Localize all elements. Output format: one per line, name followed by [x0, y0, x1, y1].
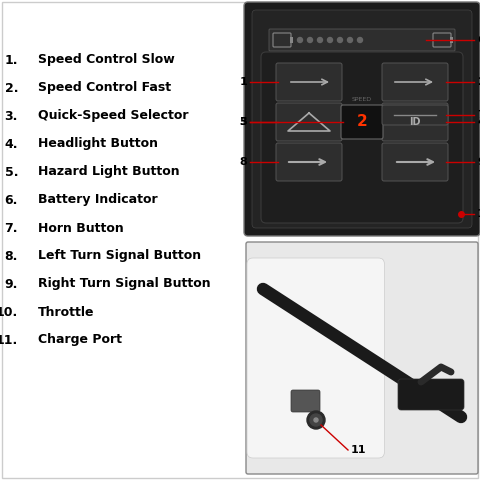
Text: 7.: 7.: [4, 221, 18, 235]
Text: Charge Port: Charge Port: [38, 334, 122, 347]
Text: 10: 10: [477, 209, 480, 219]
Text: Hazard Light Button: Hazard Light Button: [38, 166, 180, 179]
FancyBboxPatch shape: [276, 103, 342, 141]
Text: 8: 8: [239, 157, 247, 167]
Text: 2.: 2.: [4, 82, 18, 95]
FancyBboxPatch shape: [247, 258, 384, 458]
Text: 1.: 1.: [4, 53, 18, 67]
Text: 7: 7: [477, 110, 480, 120]
FancyBboxPatch shape: [382, 105, 448, 125]
Bar: [290, 37, 293, 43]
FancyBboxPatch shape: [398, 379, 464, 410]
FancyBboxPatch shape: [341, 105, 383, 139]
Text: 3: 3: [240, 117, 247, 127]
Text: 4.: 4.: [4, 137, 18, 151]
Circle shape: [337, 37, 343, 43]
Circle shape: [298, 37, 302, 43]
Circle shape: [327, 37, 333, 43]
Text: 3.: 3.: [5, 109, 18, 122]
Text: Headlight Button: Headlight Button: [38, 137, 158, 151]
Text: 11: 11: [351, 445, 367, 455]
Text: 5: 5: [240, 117, 247, 127]
Circle shape: [314, 418, 318, 422]
Circle shape: [317, 37, 323, 43]
FancyBboxPatch shape: [291, 390, 320, 412]
Text: Quick-Speed Selector: Quick-Speed Selector: [38, 109, 189, 122]
Text: 8.: 8.: [5, 250, 18, 263]
Text: ID: ID: [409, 117, 421, 127]
FancyBboxPatch shape: [252, 10, 472, 228]
FancyBboxPatch shape: [246, 242, 478, 474]
Circle shape: [310, 414, 322, 426]
Text: 11.: 11.: [0, 334, 18, 347]
FancyBboxPatch shape: [269, 29, 455, 51]
Text: SPEED: SPEED: [352, 97, 372, 102]
Text: 4: 4: [477, 117, 480, 127]
Text: 1: 1: [239, 77, 247, 87]
Circle shape: [307, 411, 325, 429]
FancyBboxPatch shape: [276, 143, 342, 181]
Text: Right Turn Signal Button: Right Turn Signal Button: [38, 277, 211, 290]
Circle shape: [308, 37, 312, 43]
Bar: [450, 37, 453, 43]
Text: 5.: 5.: [4, 166, 18, 179]
Text: 9.: 9.: [5, 277, 18, 290]
FancyBboxPatch shape: [382, 63, 448, 101]
Text: 6: 6: [477, 35, 480, 45]
Text: 6.: 6.: [5, 193, 18, 206]
FancyBboxPatch shape: [261, 52, 463, 223]
FancyBboxPatch shape: [276, 63, 342, 101]
Text: 2: 2: [357, 115, 367, 130]
Text: Battery Indicator: Battery Indicator: [38, 193, 157, 206]
FancyBboxPatch shape: [244, 2, 480, 236]
Text: Left Turn Signal Button: Left Turn Signal Button: [38, 250, 201, 263]
FancyBboxPatch shape: [382, 103, 448, 141]
Text: 2: 2: [477, 77, 480, 87]
Text: Speed Control Slow: Speed Control Slow: [38, 53, 175, 67]
Text: 10.: 10.: [0, 305, 18, 319]
Circle shape: [348, 37, 352, 43]
FancyBboxPatch shape: [382, 143, 448, 181]
Text: Throttle: Throttle: [38, 305, 95, 319]
Text: Speed Control Fast: Speed Control Fast: [38, 82, 171, 95]
Circle shape: [358, 37, 362, 43]
Text: 9: 9: [477, 157, 480, 167]
Text: Horn Button: Horn Button: [38, 221, 124, 235]
